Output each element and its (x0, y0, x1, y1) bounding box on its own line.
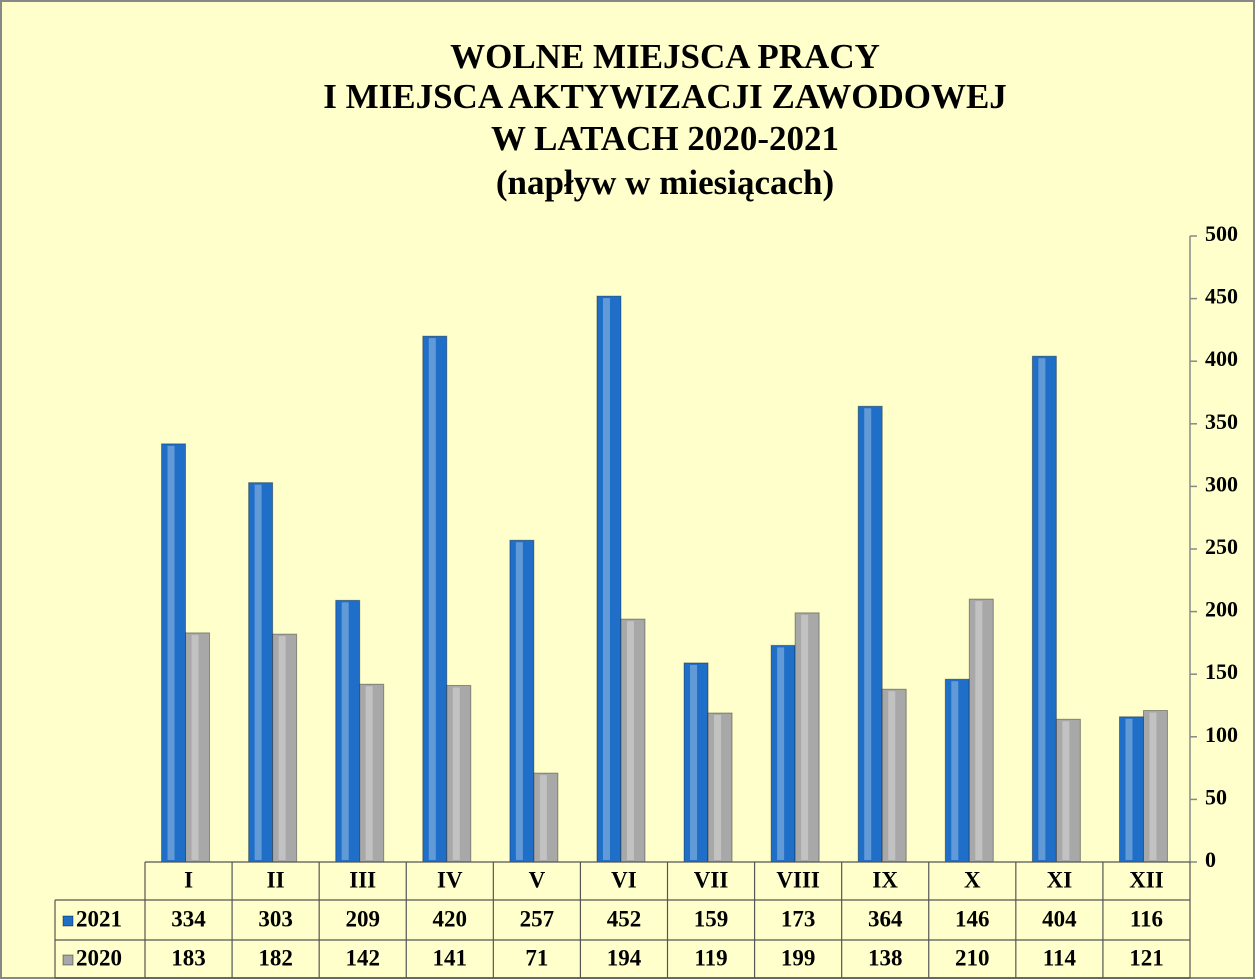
y-tick-label: 0 (1205, 847, 1216, 872)
bar (944, 678, 970, 863)
y-tick-label: 500 (1205, 221, 1238, 246)
bar-shine (452, 687, 460, 860)
legend-label: 2020 (76, 945, 122, 970)
table-value: 121 (1129, 945, 1164, 970)
bar (707, 712, 733, 863)
legend-label: 2021 (76, 906, 122, 931)
y-tick-label: 100 (1205, 722, 1238, 747)
category-label: IV (437, 867, 463, 892)
bar-shine (626, 621, 634, 860)
bar-shine (539, 775, 547, 860)
y-tick-label: 300 (1205, 471, 1238, 496)
category-label: IX (872, 867, 898, 892)
category-label: X (964, 867, 981, 892)
table-value: 182 (258, 945, 293, 970)
table-value: 210 (955, 945, 990, 970)
y-tick-label: 350 (1205, 409, 1238, 434)
bar-shine (690, 664, 698, 860)
bar-shine (801, 614, 809, 860)
table-value: 183 (171, 945, 206, 970)
y-tick-label: 250 (1205, 534, 1238, 559)
bar-shine (341, 602, 349, 860)
table-value: 334 (171, 906, 206, 931)
y-tick-label: 150 (1205, 659, 1238, 684)
legend-swatch (62, 954, 74, 966)
bar-shine (1062, 721, 1070, 860)
bar (1031, 355, 1057, 863)
bar (596, 295, 622, 863)
table-value: 116 (1130, 906, 1163, 931)
category-label: XII (1129, 867, 1164, 892)
bar-shine (428, 338, 436, 860)
chart-title: WOLNE MIEJSCA PRACY (450, 37, 880, 76)
bar-shine (1149, 712, 1157, 860)
table-value: 138 (868, 945, 903, 970)
table-value: 452 (607, 906, 642, 931)
chart-title: I MIEJSCA AKTYWIZACJI ZAWODOWEJ (323, 77, 1007, 116)
table-value: 173 (781, 906, 816, 931)
bar-shine (864, 408, 872, 860)
table-value: 303 (258, 906, 293, 931)
category-label: III (349, 867, 376, 892)
chart-title: W LATACH 2020-2021 (491, 119, 839, 158)
bar-shine (777, 647, 785, 860)
bar (533, 772, 559, 863)
table-value: 209 (345, 906, 380, 931)
table-value: 257 (520, 906, 555, 931)
table-value: 364 (868, 906, 903, 931)
category-label: XI (1047, 867, 1073, 892)
bar (161, 443, 187, 863)
bar-shine (515, 542, 523, 860)
bar-shine (254, 484, 262, 860)
table-value: 404 (1042, 906, 1077, 931)
table-value: 141 (433, 945, 468, 970)
bar (1055, 718, 1081, 863)
table-value: 199 (781, 945, 816, 970)
y-tick-label: 450 (1205, 284, 1238, 309)
bar (1142, 710, 1168, 863)
bar (359, 683, 385, 863)
table-value: 194 (607, 945, 642, 970)
bar (770, 644, 796, 863)
bar-shine (951, 681, 959, 860)
bar-shine (1038, 358, 1046, 860)
bar (857, 405, 883, 863)
table-value: 71 (525, 945, 548, 970)
bar-shine (191, 634, 199, 860)
bar (968, 598, 994, 863)
bar-shine (278, 636, 286, 860)
legend-swatch (62, 915, 74, 927)
y-tick-label: 400 (1205, 346, 1238, 371)
bar-shine (365, 686, 373, 860)
bar (881, 688, 907, 863)
y-tick-label: 200 (1205, 597, 1238, 622)
table-value: 146 (955, 906, 990, 931)
bar-shine (888, 691, 896, 860)
table-value: 119 (694, 945, 727, 970)
category-label: II (267, 867, 285, 892)
table-value: 159 (694, 906, 729, 931)
category-label: VII (694, 867, 729, 892)
table-value: 114 (1043, 945, 1077, 970)
category-label: I (184, 867, 193, 892)
category-label: VIII (776, 867, 820, 892)
bar-shine (1125, 718, 1133, 860)
bar (446, 684, 472, 863)
bar (335, 599, 361, 863)
bar-shine (975, 601, 983, 860)
category-label: VI (611, 867, 637, 892)
table-value: 142 (345, 945, 380, 970)
bar-shine (714, 715, 722, 860)
category-label: V (529, 867, 546, 892)
chart-title: (napływ w miesiącach) (496, 163, 834, 202)
bar-shine (167, 445, 175, 860)
y-tick-label: 50 (1205, 784, 1227, 809)
bar-shine (602, 298, 610, 860)
table-value: 420 (433, 906, 468, 931)
bar (620, 618, 646, 863)
